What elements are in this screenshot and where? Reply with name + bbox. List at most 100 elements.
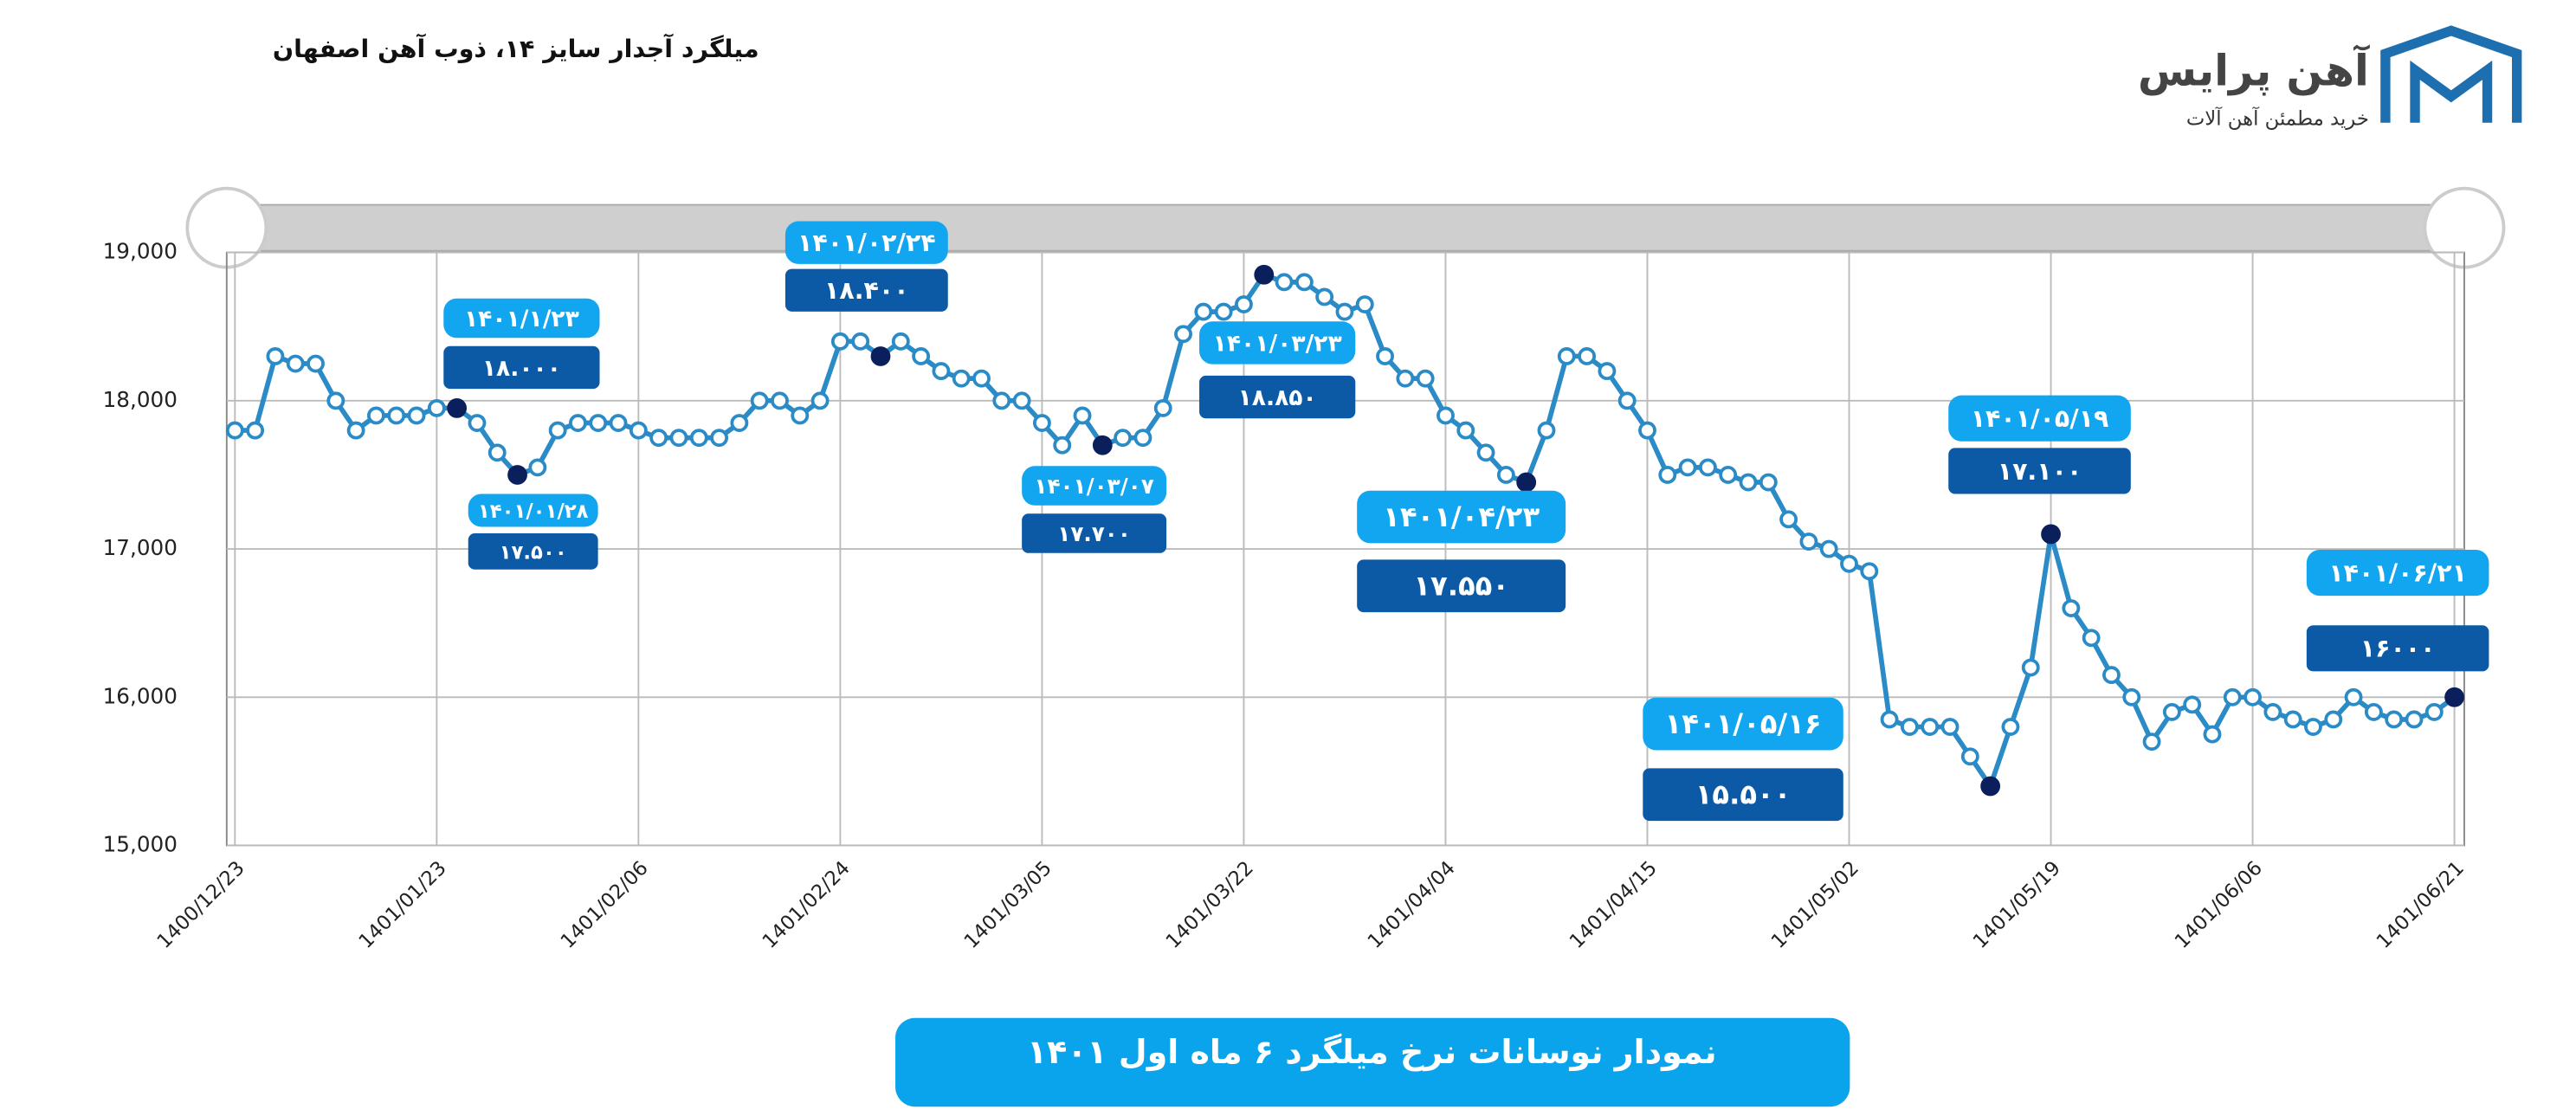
point (2283, 710, 2302, 729)
point (1114, 429, 1133, 448)
caption: نمودار نوسانات نرخ میلگرد ۶ ماه اول ۱۴۰۱ (1027, 1033, 1717, 1071)
callout-date: ۱۴۰۱/۰۲/۲۴ (797, 229, 936, 257)
callout-date-box (468, 493, 598, 527)
point (2344, 687, 2363, 706)
point (2102, 666, 2121, 685)
callout-date: ۱۴۰۱/۱/۲۳ (464, 306, 579, 332)
logo-icon (2380, 25, 2522, 123)
caption-box (895, 1017, 1850, 1107)
highlight-point (1254, 264, 1275, 285)
point (1153, 398, 1172, 417)
callout-price: ۱۷.۷۰۰ (1057, 521, 1131, 546)
point (1174, 325, 1192, 344)
callout-date-box (1199, 321, 1356, 364)
callout-date-box (1357, 490, 1566, 544)
point (2304, 718, 2322, 736)
point (649, 429, 668, 448)
point (1578, 347, 1597, 365)
point (750, 391, 769, 410)
highlight-point (1516, 472, 1537, 493)
highlight-point (2041, 524, 2061, 545)
point (246, 421, 265, 440)
callout-price: ۱۶۰۰۰ (2360, 635, 2436, 663)
point (2142, 732, 2161, 752)
logo-icon (2410, 60, 2493, 123)
callout: ۱۴۰۱/۰۶/۲۱ ۱۶۰۰۰ (2306, 550, 2489, 672)
callout-price: ۱۸.۴۰۰ (824, 276, 909, 305)
point (2001, 718, 2020, 736)
point (1598, 362, 1617, 381)
point (407, 406, 426, 425)
point (286, 354, 305, 373)
point (1698, 458, 1717, 477)
point (589, 414, 608, 432)
callout-date-box (1948, 395, 2131, 442)
callout: ۱۴۰۱/۰۳/۰۷ ۱۷.۷۰۰ (1022, 466, 1167, 553)
point (669, 429, 688, 448)
point (1940, 718, 1959, 736)
callout-date: ۱۴۰۱/۰۴/۲۳ (1383, 500, 1540, 533)
chart-title: میلگرد آجدار سایز ۱۴، ذوب آهن اصفهان (273, 34, 759, 63)
point (992, 391, 1011, 410)
point (528, 458, 547, 477)
point (791, 406, 810, 425)
callout: ۱۴۰۱/۰۳/۲۳ ۱۸.۸۵۰ (1199, 321, 1356, 419)
callout: ۱۴۰۱/۰۱/۲۸ ۱۷.۵۰۰ (468, 493, 598, 570)
point (1476, 443, 1495, 462)
point (1860, 562, 1879, 581)
point (1335, 302, 1354, 321)
point (1759, 473, 1778, 492)
point (912, 347, 931, 365)
point (2424, 702, 2444, 721)
point (2203, 725, 2222, 744)
point (2223, 687, 2242, 706)
point (1032, 414, 1051, 432)
point (1739, 473, 1758, 492)
point (1658, 466, 1677, 484)
callout-price: ۱۸.۰۰۰ (482, 355, 561, 382)
point (1294, 273, 1314, 292)
point (972, 369, 991, 388)
point (548, 421, 567, 440)
callout-date-box (784, 221, 948, 264)
point (1053, 435, 1072, 455)
point (771, 391, 789, 410)
point (326, 391, 345, 410)
point (1194, 302, 1213, 321)
callout-price-box (2306, 625, 2489, 672)
point (225, 421, 244, 440)
callout-price-box (1948, 448, 2131, 494)
point (2122, 687, 2141, 706)
scroll-track (225, 203, 2465, 252)
point (1819, 539, 1838, 558)
point (2162, 702, 2181, 721)
point (387, 406, 406, 425)
point (427, 398, 446, 417)
callout-date: ۱۴۰۱/۰۵/۱۹ (1971, 404, 2109, 433)
point (830, 332, 849, 351)
point (1921, 718, 1940, 736)
point (851, 332, 870, 351)
point (487, 443, 507, 462)
callout-price: ۱۷.۵۰۰ (500, 541, 567, 564)
point (609, 414, 628, 432)
highlight-point (870, 346, 891, 366)
callout-price-box (1022, 513, 1167, 553)
point (346, 421, 365, 440)
callout-price-box (1643, 768, 1843, 822)
highlight-point (1092, 435, 1113, 455)
point (1880, 710, 1899, 729)
highlight-point (447, 398, 468, 418)
highlight-point (1980, 776, 2001, 797)
callout: ۱۴۰۱/۰۵/۱۶ ۱۵.۵۰۰ (1643, 697, 1843, 822)
point (1719, 466, 1738, 484)
callout-price-box (468, 533, 598, 570)
point (1840, 554, 1858, 573)
callout-price: ۱۷.۱۰۰ (1998, 457, 2082, 486)
point (1638, 421, 1656, 440)
callout-price: ۱۵.۵۰۰ (1695, 778, 1792, 811)
point (1496, 466, 1515, 484)
point (1133, 429, 1152, 448)
